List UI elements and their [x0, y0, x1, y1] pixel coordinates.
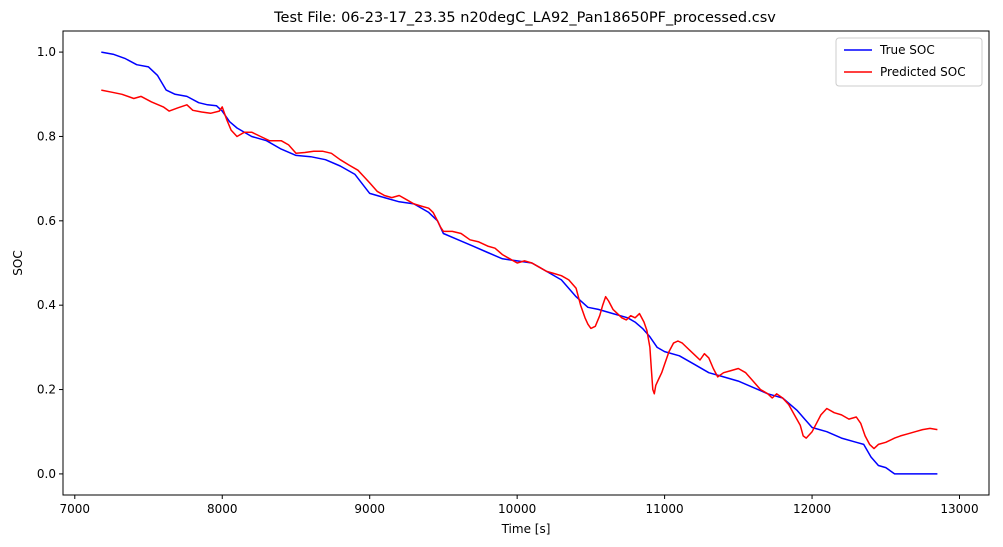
- x-tick-label: 8000: [207, 502, 238, 516]
- x-tick-label: 12000: [793, 502, 831, 516]
- legend-label-predicted-soc: Predicted SOC: [880, 65, 966, 79]
- legend-label-true-soc: True SOC: [879, 43, 935, 57]
- y-axis: 0.0 0.2 0.4 0.6 0.8 1.0: [37, 45, 63, 481]
- legend-box: [835, 37, 983, 87]
- x-tick-label: 7000: [60, 502, 91, 516]
- x-tick-label: 13000: [940, 502, 978, 516]
- legend: True SOC Predicted SOC: [835, 37, 983, 87]
- series-line-true-soc: [101, 51, 938, 475]
- y-tick-label: 0.8: [37, 129, 56, 143]
- y-tick-label: 0.2: [37, 383, 56, 397]
- plot-frame: [62, 30, 990, 496]
- y-axis-label: SOC: [11, 250, 25, 275]
- y-tick-label: 1.0: [37, 45, 56, 59]
- x-tick-label: 9000: [354, 502, 385, 516]
- x-axis-label: Time [s]: [501, 522, 551, 536]
- series-layer: [101, 51, 938, 475]
- x-tick-label: 10000: [498, 502, 536, 516]
- y-tick-label: 0.6: [37, 214, 56, 228]
- x-tick-label: 11000: [646, 502, 684, 516]
- x-axis: 7000 8000 9000 10000 11000 12000 13000: [60, 495, 979, 516]
- chart-title: Test File: 06-23-17_23.35 n20degC_LA92_P…: [273, 10, 776, 26]
- y-tick-label: 0.0: [37, 467, 56, 481]
- series-line-predicted-soc: [101, 89, 938, 450]
- y-tick-label: 0.4: [37, 298, 56, 312]
